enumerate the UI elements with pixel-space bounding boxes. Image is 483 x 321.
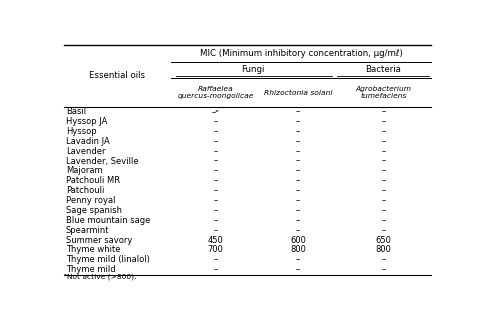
Text: –: –: [381, 255, 385, 264]
Text: Thyme white: Thyme white: [66, 245, 120, 254]
Text: Fungi: Fungi: [242, 65, 265, 74]
Text: –: –: [296, 186, 300, 195]
Text: Hyssop: Hyssop: [66, 127, 97, 136]
Text: –: –: [381, 127, 385, 136]
Text: –: –: [381, 117, 385, 126]
Text: –: –: [381, 166, 385, 175]
Text: –: –: [213, 186, 218, 195]
Text: –: –: [213, 117, 218, 126]
Text: –: –: [296, 137, 300, 146]
Text: Bacteria: Bacteria: [365, 65, 401, 74]
Text: –: –: [381, 265, 385, 274]
Text: –: –: [381, 186, 385, 195]
Text: –: –: [296, 107, 300, 116]
Text: Basil: Basil: [66, 107, 86, 116]
Text: –: –: [381, 196, 385, 205]
Text: 800: 800: [290, 245, 306, 254]
Text: –: –: [296, 166, 300, 175]
Text: –: –: [381, 176, 385, 185]
Text: Patchouli MR: Patchouli MR: [66, 176, 120, 185]
Text: –: –: [296, 147, 300, 156]
Text: Agrobacterium
tumefaciens: Agrobacterium tumefaciens: [355, 86, 411, 99]
Text: –: –: [213, 226, 218, 235]
Text: 650: 650: [375, 236, 391, 245]
Text: –: –: [213, 157, 218, 166]
Text: Spearmint: Spearmint: [66, 226, 110, 235]
Text: –: –: [381, 137, 385, 146]
Text: –: –: [213, 176, 218, 185]
Text: 600: 600: [290, 236, 306, 245]
Text: Essential oils: Essential oils: [89, 71, 145, 80]
Text: –: –: [213, 137, 218, 146]
Text: –: –: [381, 216, 385, 225]
Text: –: –: [213, 255, 218, 264]
Text: –: –: [381, 157, 385, 166]
Text: Lavender, Seville: Lavender, Seville: [66, 157, 139, 166]
Text: –: –: [381, 226, 385, 235]
Text: –: –: [296, 206, 300, 215]
Text: Lavadin JA: Lavadin JA: [66, 137, 110, 146]
Text: Lavender: Lavender: [66, 147, 105, 156]
Text: –: –: [381, 147, 385, 156]
Text: Hyssop JA: Hyssop JA: [66, 117, 107, 126]
Text: –: –: [213, 147, 218, 156]
Text: –ᵃ: –ᵃ: [212, 107, 220, 116]
Text: –: –: [296, 196, 300, 205]
Text: –: –: [296, 157, 300, 166]
Text: –: –: [213, 166, 218, 175]
Text: –: –: [213, 265, 218, 274]
Text: Blue mountain sage: Blue mountain sage: [66, 216, 150, 225]
Text: –: –: [296, 176, 300, 185]
Text: Patchouli: Patchouli: [66, 186, 104, 195]
Text: –: –: [296, 226, 300, 235]
Text: ᵃNot active (>800).: ᵃNot active (>800).: [64, 273, 137, 280]
Text: –: –: [213, 216, 218, 225]
Text: –: –: [296, 117, 300, 126]
Text: 800: 800: [375, 245, 391, 254]
Text: Majoram: Majoram: [66, 166, 102, 175]
Text: –: –: [296, 255, 300, 264]
Text: –: –: [296, 265, 300, 274]
Text: –: –: [213, 127, 218, 136]
Text: –: –: [296, 127, 300, 136]
Text: –: –: [381, 206, 385, 215]
Text: MIC (Minimum inhibitory concentration, μg/mℓ): MIC (Minimum inhibitory concentration, μ…: [199, 48, 402, 57]
Text: –: –: [381, 107, 385, 116]
Text: Thyme mild: Thyme mild: [66, 265, 115, 274]
Text: 450: 450: [208, 236, 224, 245]
Text: Rhizoctonia solani: Rhizoctonia solani: [264, 90, 332, 96]
Text: 700: 700: [208, 245, 224, 254]
Text: Sage spanish: Sage spanish: [66, 206, 122, 215]
Text: Thyme mild (linalol): Thyme mild (linalol): [66, 255, 150, 264]
Text: –: –: [296, 216, 300, 225]
Text: –: –: [213, 196, 218, 205]
Text: Summer savory: Summer savory: [66, 236, 132, 245]
Text: –: –: [213, 206, 218, 215]
Text: Penny royal: Penny royal: [66, 196, 115, 205]
Text: Raffaelea
quercus-mongolicae: Raffaelea quercus-mongolicae: [178, 86, 254, 99]
